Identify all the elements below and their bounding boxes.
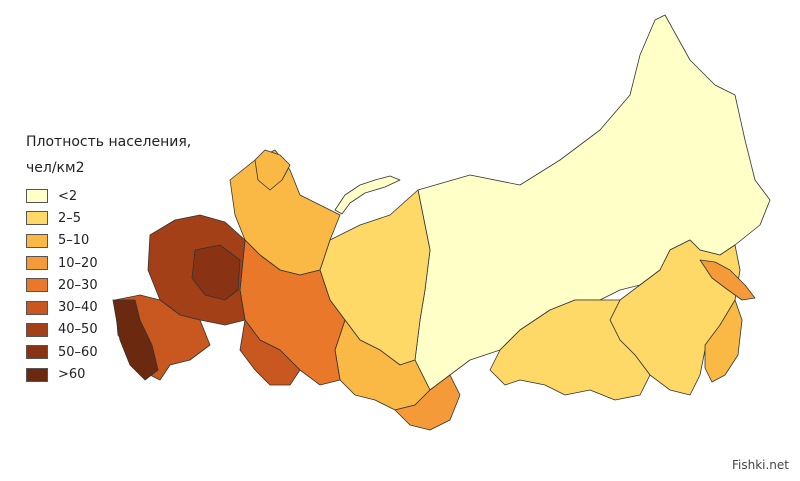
legend-item: >60 [26, 363, 191, 385]
legend-items: <2 2–5 5–10 10–20 20–30 30–40 40–50 50–60 >60 [26, 185, 191, 386]
legend-item: 5–10 [26, 230, 191, 252]
region-altai [394, 374, 461, 431]
watermark: Fishki.net [728, 457, 792, 473]
legend-swatch [26, 211, 48, 226]
legend-label: 20–30 [58, 277, 98, 293]
region-southern-siberia [489, 299, 651, 401]
legend-swatch [26, 345, 48, 360]
region-novaya-zemlya [334, 175, 401, 215]
legend-swatch [26, 256, 48, 271]
legend-label: 5–10 [58, 233, 90, 249]
region-primorye [704, 299, 743, 383]
region-kola [254, 149, 291, 191]
legend-swatch [26, 189, 48, 204]
legend-item: 50–60 [26, 341, 191, 363]
legend-label: >60 [58, 367, 86, 383]
legend-item: 30–40 [26, 296, 191, 318]
legend-label: <2 [58, 188, 78, 204]
region-central-east [191, 244, 241, 301]
legend-label: 10–20 [58, 255, 98, 271]
legend-title: Плотность населения, [26, 134, 192, 150]
legend-label: 2–5 [58, 210, 82, 226]
legend-item: 20–30 [26, 274, 191, 296]
region-pre-ural [239, 319, 301, 386]
legend-item: 10–20 [26, 252, 191, 274]
legend-item: <2 [26, 185, 191, 207]
legend-swatch [26, 322, 48, 337]
legend-item: 2–5 [26, 207, 191, 229]
legend-swatch [26, 367, 48, 382]
legend-label: 40–50 [58, 322, 98, 338]
legend-item: 40–50 [26, 319, 191, 341]
legend-label: 30–40 [58, 300, 98, 316]
legend-swatch [26, 278, 48, 293]
legend-swatch [26, 233, 48, 248]
region-kamchatka [699, 259, 756, 301]
map-legend: Плотность населения, чел/км2 <2 2–5 5–10 10… [26, 133, 191, 386]
legend-unit: чел/км2 [26, 160, 85, 176]
legend-label: 50–60 [58, 344, 98, 360]
legend-swatch [26, 300, 48, 315]
region-caucasus [112, 299, 159, 381]
